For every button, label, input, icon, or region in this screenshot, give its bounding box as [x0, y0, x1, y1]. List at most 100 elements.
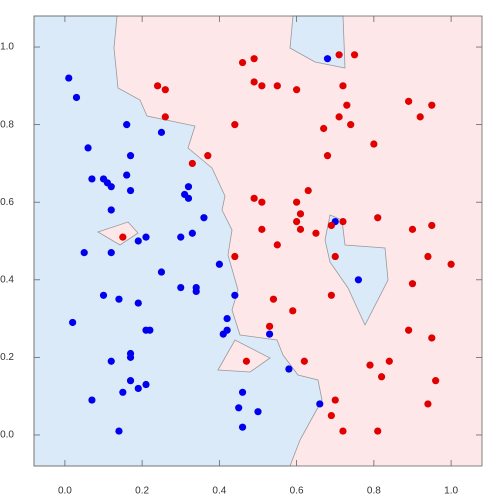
point [366, 361, 374, 369]
point [331, 252, 339, 261]
point [238, 388, 247, 396]
point [107, 183, 115, 191]
point [134, 237, 142, 245]
point [142, 380, 150, 389]
point [320, 124, 328, 133]
point [416, 113, 424, 121]
point [258, 225, 266, 233]
point [432, 377, 440, 385]
point [273, 82, 281, 90]
point [374, 214, 382, 222]
point [84, 144, 92, 152]
point [258, 198, 266, 206]
point [231, 291, 239, 299]
point [177, 233, 185, 241]
point [250, 194, 258, 202]
point [327, 411, 335, 420]
point [119, 388, 127, 396]
point [347, 121, 355, 129]
point [107, 249, 115, 257]
point [258, 82, 266, 90]
point [107, 357, 115, 365]
point [65, 74, 73, 82]
point [177, 283, 185, 292]
point [142, 233, 150, 241]
point [231, 121, 239, 129]
point [323, 152, 332, 160]
point [115, 427, 123, 435]
y-tick-label: 0.6 [0, 197, 14, 208]
point [405, 326, 413, 334]
point [235, 404, 243, 412]
point [188, 159, 196, 168]
point [126, 152, 135, 160]
point [339, 82, 347, 90]
point [126, 353, 135, 361]
point [184, 194, 193, 202]
point [289, 307, 297, 315]
point [72, 93, 81, 102]
blue-island [324, 214, 389, 326]
point [238, 58, 247, 67]
point [250, 55, 258, 63]
point [377, 373, 386, 381]
point [385, 357, 393, 365]
point [242, 357, 251, 365]
x-tick-label: 1.0 [444, 486, 458, 497]
point [428, 221, 436, 230]
y-tick-label: 1.0 [0, 42, 14, 53]
point [447, 260, 455, 268]
point [69, 318, 77, 327]
point [323, 55, 332, 63]
y-tick-label: 0.8 [0, 119, 14, 130]
point [339, 427, 347, 435]
point [331, 396, 339, 404]
point [265, 322, 274, 330]
point [312, 229, 320, 237]
point [192, 287, 200, 296]
y-tick-label: 0.2 [0, 352, 14, 363]
y-tick-label: 0.0 [0, 430, 14, 441]
point [293, 218, 301, 226]
point [374, 427, 382, 435]
point [350, 51, 359, 59]
point [408, 225, 417, 233]
point [424, 400, 432, 408]
y-tick-label: 0.4 [0, 274, 14, 285]
point [335, 113, 343, 121]
point [343, 101, 351, 109]
point [250, 78, 258, 86]
point [134, 299, 142, 307]
point [153, 82, 162, 90]
point [327, 221, 335, 230]
point [254, 408, 262, 416]
point [231, 252, 239, 261]
point [293, 86, 301, 94]
point [304, 186, 312, 195]
point [296, 225, 305, 233]
point [223, 314, 231, 323]
point [428, 101, 436, 109]
x-tick-label: 0.2 [135, 486, 149, 497]
point [119, 233, 127, 241]
point [88, 175, 96, 183]
point [99, 291, 108, 299]
point [424, 252, 432, 261]
point [157, 128, 166, 136]
point [161, 86, 169, 94]
point [370, 140, 378, 148]
point [269, 295, 278, 303]
point [335, 51, 343, 59]
point [188, 229, 196, 237]
point [215, 260, 223, 268]
point [293, 198, 301, 206]
point [219, 330, 227, 338]
x-tick-label: 0.6 [290, 486, 304, 497]
point [80, 249, 88, 257]
point [300, 357, 308, 365]
point [354, 276, 363, 284]
point [265, 330, 274, 338]
point [428, 334, 436, 342]
